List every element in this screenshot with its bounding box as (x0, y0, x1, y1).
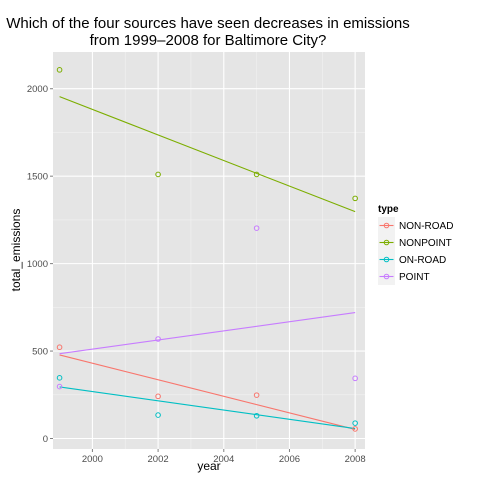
legend-label-on-road: ON-ROAD (399, 255, 446, 266)
legend-key-point-point (383, 273, 390, 280)
legend-key-point-nonpoint (383, 239, 390, 246)
legend: NON-ROAD NONPOINT ON-ROAD POINT (378, 217, 453, 285)
point-nonpoint (155, 171, 161, 178)
y-tick-label: 1000 (27, 259, 48, 270)
point-point (352, 375, 358, 382)
grid-layer (53, 52, 365, 449)
fit-line-point (59, 312, 356, 355)
fit-layer (59, 96, 356, 430)
legend-key-point-non-road (383, 222, 390, 229)
legend-title: type (378, 204, 399, 215)
point-non-road (56, 344, 63, 351)
legend-key-point-on-road (383, 256, 390, 263)
y-tick-label: 2000 (27, 84, 48, 95)
y-axis-title: total_emissions (9, 209, 23, 292)
point-nonpoint (253, 171, 260, 178)
point-nonpoint (352, 195, 358, 202)
x-tick-label: 2004 (213, 454, 234, 465)
point-on-road (352, 420, 358, 426)
x-axis-title: year (197, 459, 220, 473)
x-tick-label: 2000 (82, 454, 103, 465)
chart-title-line-2: from 1999–2008 for Baltimore City? (90, 32, 327, 49)
x-tick-label: 2006 (279, 454, 300, 465)
chart-title-line-1: Which of the four sources have seen decr… (6, 15, 410, 32)
legend-label-nonpoint: NONPOINT (399, 238, 452, 249)
x-tick-label: 2002 (148, 454, 169, 465)
point-non-road (352, 426, 358, 432)
point-point (155, 336, 161, 342)
y-tick-label: 500 (32, 347, 48, 358)
point-nonpoint (56, 67, 63, 73)
point-layer (56, 67, 358, 432)
point-non-road (155, 393, 161, 400)
axis-layer: 2000 2002 2004 2006 2008 0 500 1000 1500 2000 (27, 84, 366, 465)
x-tick-label: 2008 (345, 454, 366, 465)
point-point (56, 383, 63, 390)
y-tick-label: 0 (43, 434, 48, 445)
fit-line-nonpoint (59, 96, 356, 213)
legend-label-point: POINT (399, 272, 430, 283)
point-point (253, 225, 260, 231)
point-on-road (155, 412, 161, 418)
legend-label-non-road: NON-ROAD (399, 221, 453, 232)
y-tick-label: 1500 (27, 172, 48, 183)
fit-line-on-road (59, 386, 356, 430)
plot-panel (53, 52, 365, 449)
point-on-road (56, 375, 63, 381)
point-non-road (253, 392, 260, 398)
point-on-road (253, 412, 260, 419)
fit-line-non-road (59, 354, 356, 430)
